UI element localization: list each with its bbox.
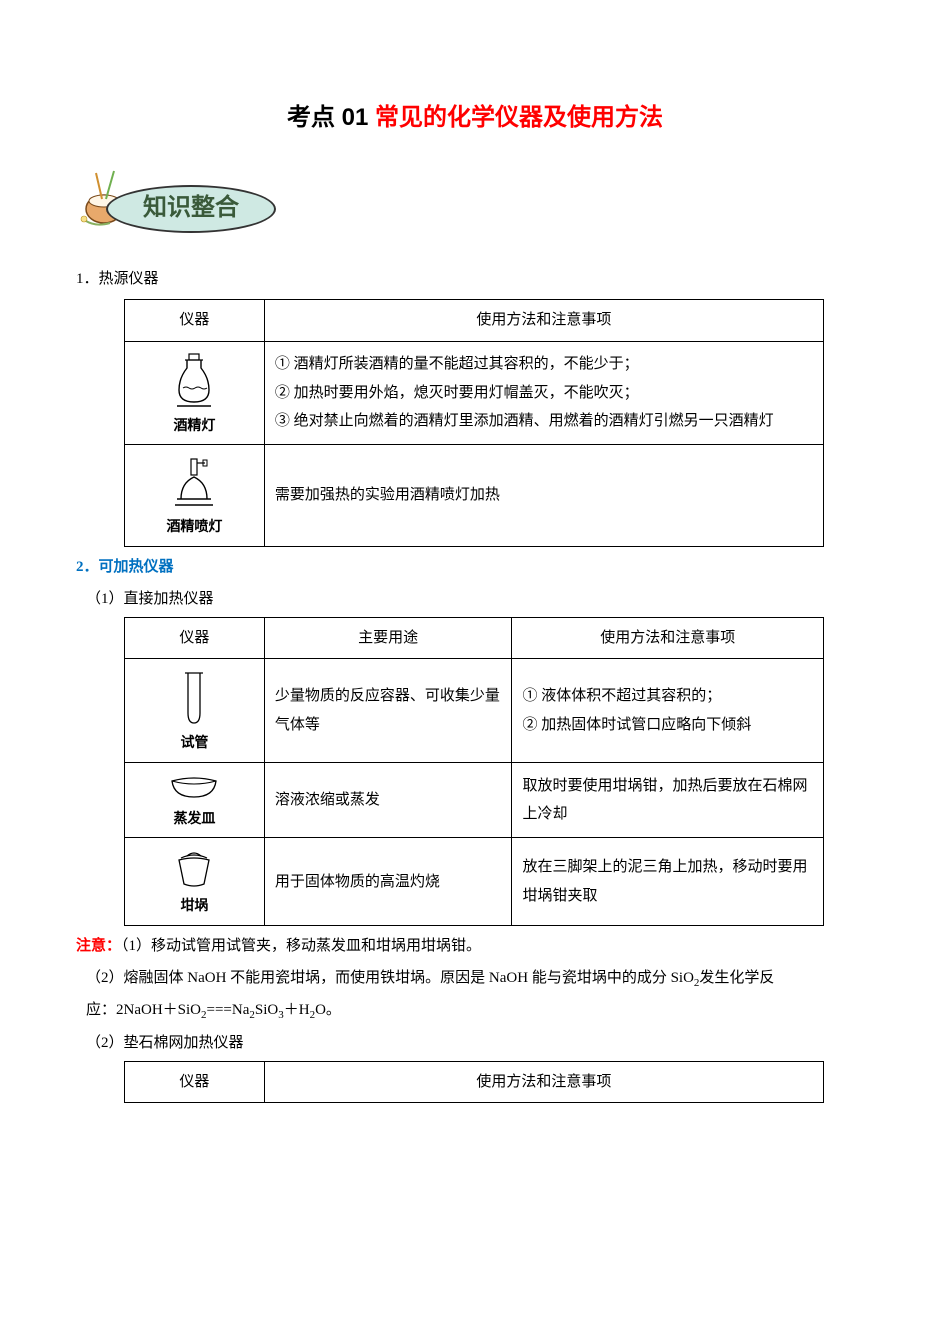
- table-row: 坩埚 用于固体物质的高温灼烧 放在三脚架上的泥三角上加热，移动时要用坩埚钳夹取: [125, 838, 824, 926]
- table-row: 试管 少量物质的反应容器、可收集少量气体等 ① 液体体积不超过其容积的； ② 加…: [125, 659, 824, 763]
- crucible-icon: [171, 848, 217, 890]
- evaporating-dish-label: 蒸发皿: [135, 805, 254, 832]
- title-prefix: 考点 01: [287, 104, 375, 131]
- cell-alcohol-lamp: 酒精灯: [125, 341, 265, 445]
- alcohol-lamp-label: 酒精灯: [135, 412, 254, 439]
- notes-text: （1）移动试管用试管夹，移动蒸发皿和坩埚用坩埚钳。: [121, 938, 481, 954]
- table-row: 仪器 使用方法和注意事项: [125, 300, 824, 342]
- test-tube-label: 试管: [135, 729, 254, 756]
- table-row: 蒸发皿 溶液浓缩或蒸发 取放时要使用坩埚钳，加热后要放在石棉网上冷却: [125, 762, 824, 838]
- cell-test-tube: 试管: [125, 659, 265, 763]
- test-tube-icon: [179, 669, 209, 727]
- title-main: 常见的化学仪器及使用方法: [375, 104, 663, 131]
- table-row: 酒精灯 ① 酒精灯所装酒精的量不能超过其容积的，不能少于； ② 加热时要用外焰，…: [125, 341, 824, 445]
- note-line: ① 酒精灯所装酒精的量不能超过其容积的，不能少于；: [275, 350, 813, 379]
- cell-blast-lamp-notes: 需要加强热的实验用酒精喷灯加热: [264, 445, 823, 547]
- col-header: 使用方法和注意事项: [264, 1061, 823, 1103]
- section2-sub2-label: （2）垫石棉网加热仪器: [86, 1029, 874, 1058]
- blast-lamp-label: 酒精喷灯: [135, 513, 254, 540]
- blast-lamp-icon: [169, 455, 219, 511]
- section2-label: 可加热仪器: [99, 559, 174, 575]
- col-header-instrument: 仪器: [125, 300, 265, 342]
- section1-label: 热源仪器: [99, 271, 159, 287]
- table-row: 仪器 主要用途 使用方法和注意事项: [125, 617, 824, 659]
- cell-evap-use: 溶液浓缩或蒸发: [264, 762, 512, 838]
- alcohol-lamp-icon: [169, 352, 219, 410]
- section1-number: 1．: [76, 271, 99, 287]
- cell-evap-note: 取放时要使用坩埚钳，加热后要放在石棉网上冷却: [512, 762, 824, 838]
- section2-heading: 2．可加热仪器: [76, 553, 874, 582]
- table-row: 酒精喷灯 需要加强热的实验用酒精喷灯加热: [125, 445, 824, 547]
- col-header-usage: 使用方法和注意事项: [264, 300, 823, 342]
- notes-line2: （2）熔融固体 NaOH 不能用瓷坩埚，而使用铁坩埚。原因是 NaOH 能与瓷坩…: [86, 964, 874, 994]
- page-title: 考点 01 常见的化学仪器及使用方法: [76, 95, 874, 141]
- note-line: ② 加热时要用外焰，熄灭时要用灯帽盖灭，不能吹灭；: [275, 379, 813, 408]
- cell-crucible-note: 放在三脚架上的泥三角上加热，移动时要用坩埚钳夹取: [512, 838, 824, 926]
- section2-sub1-label: （1）直接加热仪器: [86, 585, 874, 614]
- table-direct-heat: 仪器 主要用途 使用方法和注意事项 试管 少量物质的反应容器、可收集少量气体等 …: [124, 617, 824, 926]
- col-header: 使用方法和注意事项: [512, 617, 824, 659]
- knowledge-badge: 知识整合: [76, 167, 286, 247]
- col-header: 仪器: [125, 1061, 265, 1103]
- note-line: 需要加强热的实验用酒精喷灯加热: [275, 481, 813, 510]
- cell-crucible: 坩埚: [125, 838, 265, 926]
- col-header: 仪器: [125, 617, 265, 659]
- evaporating-dish-icon: [166, 773, 222, 803]
- cell-crucible-use: 用于固体物质的高温灼烧: [264, 838, 512, 926]
- cell-evaporating-dish: 蒸发皿: [125, 762, 265, 838]
- table-asbestos-net: 仪器 使用方法和注意事项: [124, 1061, 824, 1104]
- cell-test-tube-use: 少量物质的反应容器、可收集少量气体等: [264, 659, 512, 763]
- table-row: 仪器 使用方法和注意事项: [125, 1061, 824, 1103]
- cell-test-tube-note: ① 液体体积不超过其容积的； ② 加热固体时试管口应略向下倾斜: [512, 659, 824, 763]
- notes-line1: 注意：（1）移动试管用试管夹，移动蒸发皿和坩埚用坩埚钳。: [76, 932, 874, 961]
- notes-prefix: 注意：: [76, 938, 121, 954]
- notes-line3: 应：2NaOH＋SiO2===Na2SiO3＋H2O。: [86, 996, 874, 1026]
- note-line: ③ 绝对禁止向燃着的酒精灯里添加酒精、用燃着的酒精灯引燃另一只酒精灯: [275, 407, 813, 436]
- table-heat-sources: 仪器 使用方法和注意事项 酒精灯 ① 酒精灯所装酒精的量不能超过其容积的，不能少…: [124, 299, 824, 547]
- cell-blast-lamp: 酒精喷灯: [125, 445, 265, 547]
- cell-alcohol-lamp-notes: ① 酒精灯所装酒精的量不能超过其容积的，不能少于； ② 加热时要用外焰，熄灭时要…: [264, 341, 823, 445]
- section2-number: 2．: [76, 559, 99, 575]
- section1-heading: 1．热源仪器: [76, 265, 874, 294]
- badge-label: 知识整合: [106, 185, 276, 233]
- crucible-label: 坩埚: [135, 892, 254, 919]
- col-header: 主要用途: [264, 617, 512, 659]
